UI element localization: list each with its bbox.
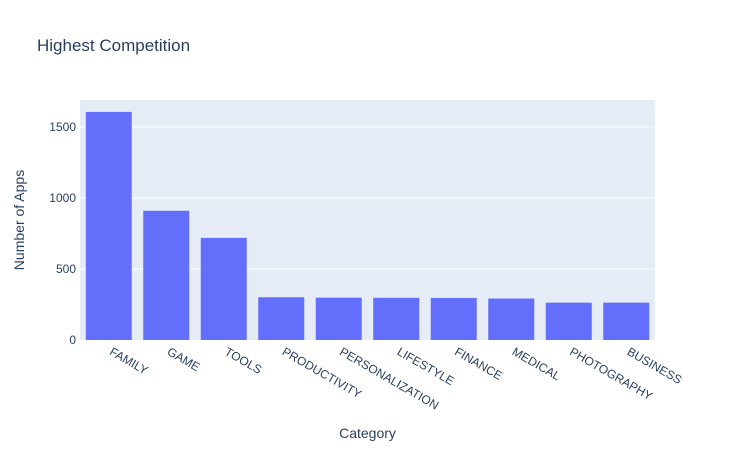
y-tick-label: 0	[69, 333, 76, 347]
x-tick-label: FINANCE	[452, 344, 505, 382]
x-tick-label: FAMILY	[107, 344, 150, 377]
bar-personalization	[315, 297, 362, 340]
bar-photography	[545, 302, 592, 340]
chart-title: Highest Competition	[37, 36, 190, 55]
x-tick-label: MEDICAL	[510, 344, 563, 383]
x-tick-label: GAME	[165, 344, 203, 374]
x-axis-title: Category	[339, 425, 396, 441]
bar-lifestyle	[373, 297, 420, 340]
y-axis-title: Number of Apps	[11, 170, 27, 270]
bar-productivity	[258, 297, 305, 340]
bars	[85, 111, 650, 341]
y-tick-label: 1000	[49, 191, 76, 205]
x-tick-labels: FAMILY GAME TOOLS PRODUCTIVITYPERSONALIZATI…	[107, 344, 684, 412]
y-tick-labels: 0 500 1000 1500	[49, 120, 76, 347]
bar-medical	[488, 298, 535, 340]
bar-game	[143, 210, 190, 340]
bar-family	[85, 111, 132, 341]
bar-tools	[200, 237, 247, 340]
y-tick-label: 1500	[49, 120, 76, 134]
bar-finance	[430, 297, 477, 340]
y-tick-label: 500	[56, 262, 76, 276]
x-tick-label: PERSONALIZATION	[337, 344, 441, 412]
bar-business	[603, 302, 650, 340]
x-tick-label: TOOLS	[222, 344, 264, 376]
